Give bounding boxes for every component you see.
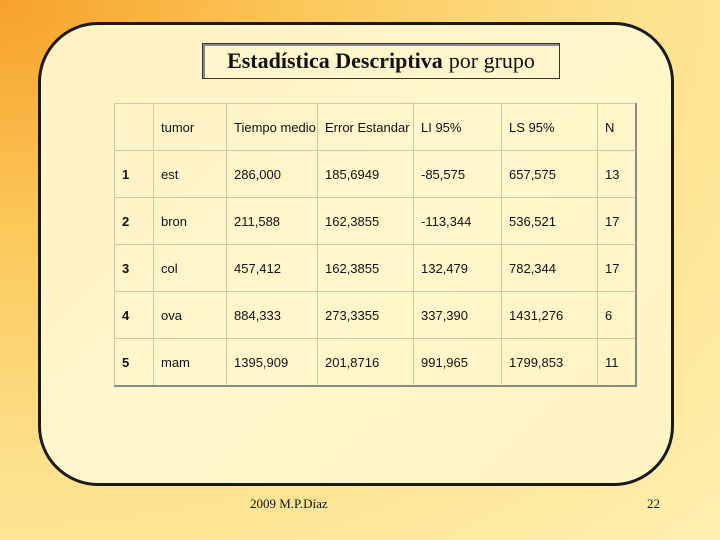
header-cell: Error Estandar	[317, 103, 414, 151]
table-row: 4 ova 884,333 273,3355 337,390 1431,276 …	[114, 291, 637, 339]
header-cell: Tiempo medio	[226, 103, 318, 151]
table-cell: 782,344	[501, 244, 598, 292]
title-bold: Estadística Descriptiva	[227, 48, 443, 73]
table-cell: 201,8716	[317, 338, 414, 387]
table-cell: mam	[153, 338, 227, 387]
header-cell	[114, 103, 154, 151]
table-cell: 13	[597, 150, 637, 198]
table-row: 5 mam 1395,909 201,8716 991,965 1799,853…	[114, 338, 637, 387]
descriptive-stats-table: tumor Tiempo medio Error Estandar LI 95%…	[114, 103, 637, 387]
table-row: 2 bron 211,588 162,3855 -113,344 536,521…	[114, 197, 637, 245]
table-cell: 457,412	[226, 244, 318, 292]
title-rest: por grupo	[448, 48, 535, 73]
row-number: 5	[114, 338, 154, 387]
table-cell: 1431,276	[501, 291, 598, 339]
table-cell: 991,965	[413, 338, 502, 387]
table-cell: 132,479	[413, 244, 502, 292]
table-cell: 162,3855	[317, 197, 414, 245]
table-row: 3 col 457,412 162,3855 132,479 782,344 1…	[114, 244, 637, 292]
table-cell: col	[153, 244, 227, 292]
table-cell: 1395,909	[226, 338, 318, 387]
table-cell: 536,521	[501, 197, 598, 245]
slide-footer: 2009 M.P.Díaz	[250, 496, 328, 511]
row-number: 2	[114, 197, 154, 245]
table-cell: 11	[597, 338, 637, 387]
table-header-row: tumor Tiempo medio Error Estandar LI 95%…	[114, 103, 637, 151]
table-cell: 337,390	[413, 291, 502, 339]
row-number: 1	[114, 150, 154, 198]
row-number: 4	[114, 291, 154, 339]
slide-title: Estadística Descriptiva por grupo	[202, 43, 560, 79]
table-cell: bron	[153, 197, 227, 245]
table-cell: 185,6949	[317, 150, 414, 198]
table-cell: 273,3355	[317, 291, 414, 339]
table-cell: 884,333	[226, 291, 318, 339]
table-cell: 162,3855	[317, 244, 414, 292]
header-cell: LI 95%	[413, 103, 502, 151]
table-cell: 657,575	[501, 150, 598, 198]
header-cell: tumor	[153, 103, 227, 151]
table-cell: 286,000	[226, 150, 318, 198]
table-cell: 211,588	[226, 197, 318, 245]
table-cell: 17	[597, 197, 637, 245]
table-cell: ova	[153, 291, 227, 339]
table-cell: 17	[597, 244, 637, 292]
table-cell: 1799,853	[501, 338, 598, 387]
table-cell: -113,344	[413, 197, 502, 245]
row-number: 3	[114, 244, 154, 292]
table-cell: -85,575	[413, 150, 502, 198]
table-cell: 6	[597, 291, 637, 339]
table-cell: est	[153, 150, 227, 198]
header-cell: LS 95%	[501, 103, 598, 151]
table-row: 1 est 286,000 185,6949 -85,575 657,575 1…	[114, 150, 637, 198]
header-cell: N	[597, 103, 637, 151]
page-number: 22	[647, 496, 660, 511]
